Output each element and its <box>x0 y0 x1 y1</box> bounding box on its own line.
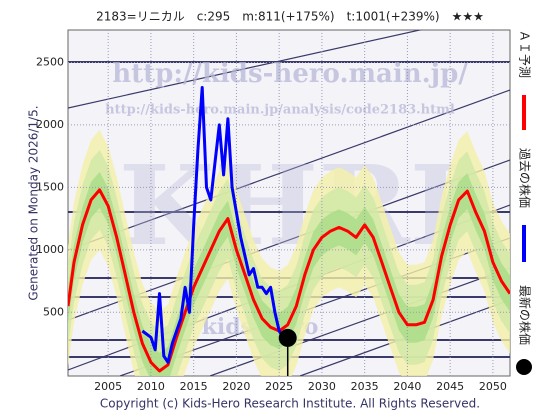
copyright: Copyright (c) Kids-Hero Research Institu… <box>100 397 480 411</box>
x-tick-label: 2035 <box>351 380 379 393</box>
x-tick-label: 2010 <box>137 380 165 393</box>
x-tick-label: 2040 <box>393 380 421 393</box>
x-tick-label: 2005 <box>94 380 122 393</box>
generated-note: Generated on Monday 2026/1/5. <box>27 105 41 300</box>
watermark: http://kids-hero.main.jp/analysis/code21… <box>105 103 455 118</box>
x-tick-label: 2045 <box>436 380 464 393</box>
x-tick-label: 2020 <box>222 380 250 393</box>
y-tick-label: 2500 <box>36 55 64 68</box>
legend-label: 最新の株価 <box>518 285 533 345</box>
y-tick-label: 500 <box>43 305 64 318</box>
watermark: http://kids-hero.main.jp/ <box>112 59 468 89</box>
chart-title: 2183=リニカル c:295 m:811(+175%) t:1001(+239… <box>96 10 484 24</box>
plot-layer <box>68 30 510 376</box>
x-tick-label: 2030 <box>308 380 336 393</box>
watermark: KHRI <box>119 141 461 270</box>
series-line <box>68 188 510 373</box>
x-tick-label: 2015 <box>180 380 208 393</box>
x-tick-label: 2050 <box>479 380 507 393</box>
legend-label: ＡＩ予測 <box>518 30 532 78</box>
legend-swatch <box>516 359 532 375</box>
trend-line <box>68 89 510 251</box>
y-tick-label: 1000 <box>36 243 64 256</box>
legend-label: 過去の株価 <box>518 148 533 208</box>
y-tick-label: 1500 <box>36 180 64 193</box>
y-tick-label: 2000 <box>36 118 64 131</box>
series-line <box>141 86 285 364</box>
x-tick-label: 2025 <box>265 380 293 393</box>
trend-line <box>68 30 423 109</box>
